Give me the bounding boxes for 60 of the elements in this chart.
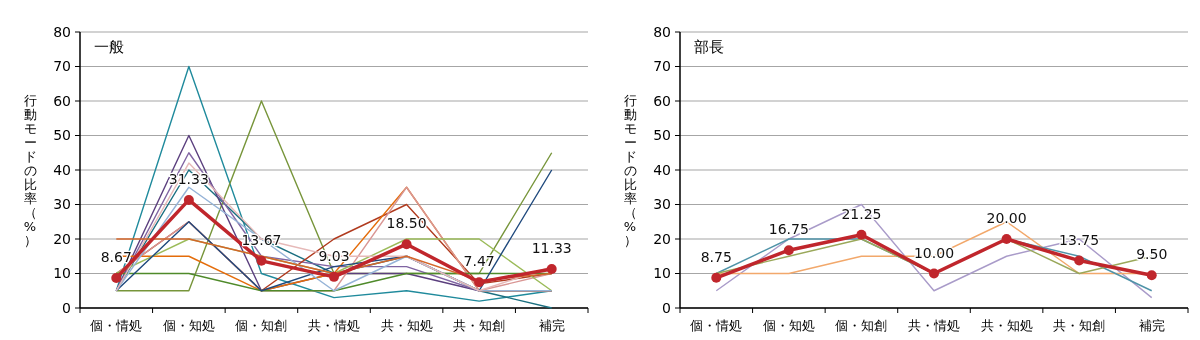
data-label: 20.00: [986, 210, 1027, 226]
data-label: 21.25: [841, 205, 882, 222]
point: [111, 273, 122, 284]
x-tick-label: 共・知創: [453, 318, 506, 333]
text: 行動モードの比率（%）: [623, 92, 637, 248]
point: [329, 271, 339, 282]
y-tick-label: 0: [62, 299, 71, 316]
point: [783, 245, 794, 256]
y-tick-label: 60: [653, 92, 671, 109]
y-tick-label: 20: [653, 230, 671, 247]
point: [1074, 255, 1085, 266]
point: [546, 263, 557, 274]
y-tick-label: 70: [653, 58, 671, 75]
point: [929, 268, 939, 279]
point: [256, 255, 267, 266]
chart-title: 一般: [94, 38, 124, 56]
y-tick-label: 80: [53, 23, 71, 40]
data-label: 16.75: [768, 221, 809, 238]
text: 行動モードの比率（%）: [23, 92, 37, 248]
point: [474, 277, 485, 288]
x-tick-label: 個・知創: [835, 318, 888, 333]
y-tick-label: 40: [653, 161, 671, 178]
point: [183, 194, 194, 205]
x-tick-label: 個・知処: [762, 318, 815, 333]
x-tick-label: 共・知処: [380, 318, 433, 333]
y-tick-label: 80: [653, 23, 671, 40]
y-tick-label: 40: [53, 161, 71, 178]
y-tick-label: 60: [53, 92, 71, 109]
y-tick-label: 0: [662, 299, 671, 316]
data-label: 9.50: [1136, 246, 1168, 263]
data-label: 9.03: [318, 247, 350, 264]
data-label: 11.33: [531, 239, 572, 256]
x-tick-label: 個・知処: [162, 318, 215, 333]
point: [711, 272, 722, 283]
data-label: 8.75: [700, 248, 732, 265]
x-tick-label: 個・情処: [90, 318, 143, 333]
x-tick-label: 個・情処: [690, 318, 743, 333]
y-tick-label: 30: [653, 196, 671, 213]
x-tick-label: 共・知処: [980, 318, 1033, 333]
y-tick-label: 10: [653, 265, 671, 282]
point: [856, 229, 867, 240]
y-tick-label: 50: [53, 127, 71, 144]
point: [401, 239, 412, 250]
chart-title: 部長: [694, 38, 724, 56]
data-label: 13.75: [1059, 231, 1100, 248]
data-label: 13.67: [241, 231, 282, 248]
x-tick-label: 共・知創: [1053, 318, 1106, 333]
y-tick-label: 30: [53, 196, 71, 213]
x-tick-label: 個・知創: [235, 318, 288, 333]
y-tick-label: 50: [653, 127, 671, 144]
y-tick-label: 20: [53, 230, 71, 247]
y-tick-label: 10: [53, 265, 71, 282]
x-tick-label: 補完: [538, 318, 565, 333]
x-tick-label: 共・情処: [908, 318, 960, 333]
data-label: 18.50: [386, 215, 427, 232]
point: [1146, 270, 1157, 281]
x-tick-label: 補完: [1138, 318, 1165, 333]
point: [1001, 234, 1012, 244]
y-tick-label: 70: [53, 58, 71, 75]
x-tick-label: 共・情処: [308, 318, 360, 333]
